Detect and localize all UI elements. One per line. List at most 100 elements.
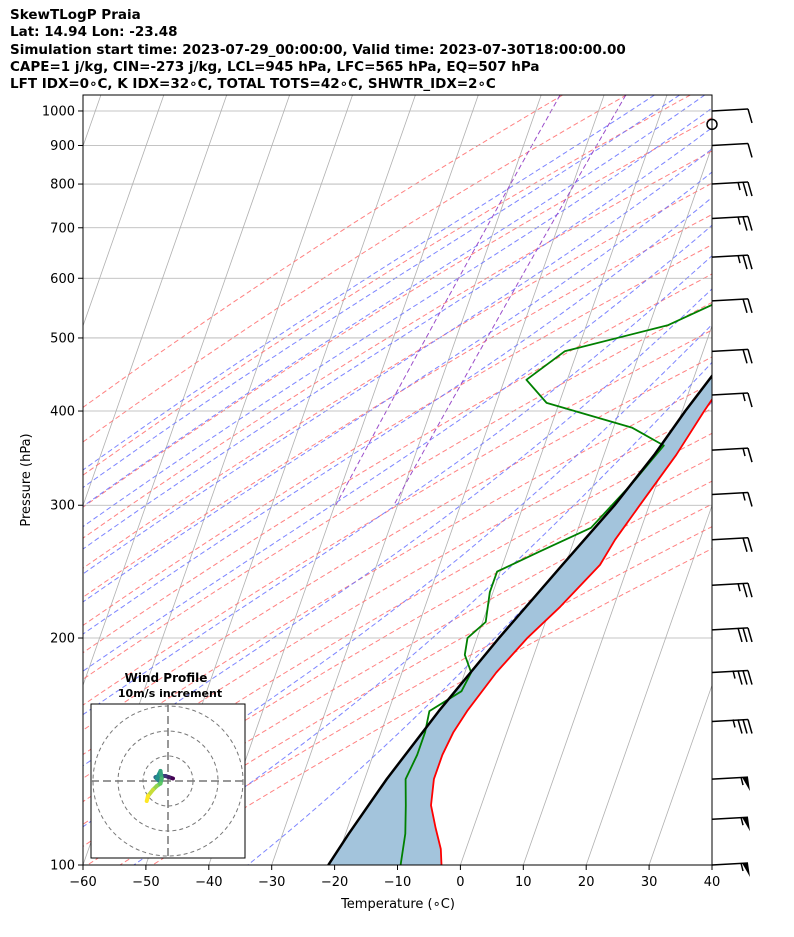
moist-adiabat-line	[83, 224, 712, 672]
profile-lines	[327, 303, 712, 865]
moist-adiabat-line	[83, 107, 712, 528]
barb-flag	[747, 492, 753, 507]
barb-flag	[742, 298, 748, 314]
y-tick-label: 600	[50, 272, 75, 287]
dewpoint-profile	[399, 303, 712, 865]
barb-staff	[711, 816, 749, 820]
x-axis: −60 −50 −40 −30 −20 −10 0 10 20 30 40	[69, 865, 720, 890]
barb-half-flag	[742, 492, 746, 501]
dry-adiabat-line	[83, 95, 691, 476]
wind-barb	[711, 447, 753, 463]
indices-line-2: LFT IDX=0∘C, K IDX=32∘C, TOTAL TOTS=42∘C…	[10, 76, 496, 93]
barb-flag	[747, 298, 753, 314]
x-tick-label: −10	[384, 875, 411, 890]
barb-flag	[742, 719, 748, 734]
x-tick-label: 10	[515, 875, 532, 890]
barb-staff	[711, 862, 749, 866]
wind-barb	[711, 627, 753, 643]
barb-flag	[747, 216, 753, 231]
dry-adiabat-line	[83, 95, 563, 409]
barb-flag	[747, 181, 753, 197]
wind-barb	[711, 669, 753, 685]
x-tick-label: −40	[195, 875, 222, 890]
isotherm-line	[83, 95, 102, 148]
moist-adiabat-line	[83, 95, 655, 471]
isotherm-line	[334, 95, 605, 865]
time-label: Simulation start time: 2023-07-29_00:00:…	[10, 41, 626, 58]
barb-flag	[747, 349, 753, 364]
wind-barb	[711, 816, 750, 832]
barb-half-flag	[740, 862, 744, 872]
barb-staff	[711, 181, 749, 185]
dry-adiabat-line	[83, 182, 712, 569]
barb-half-flag	[737, 583, 741, 592]
x-tick-label: −30	[258, 875, 285, 890]
barb-half-flag	[742, 392, 746, 402]
background-lines	[83, 95, 712, 865]
barb-flag	[747, 108, 753, 124]
isotherm-line	[83, 95, 165, 328]
barb-staff	[711, 348, 749, 353]
barb-flag	[737, 627, 743, 643]
moist-adiabat-line	[83, 127, 712, 550]
barb-staff	[711, 108, 749, 112]
barb-flag	[747, 537, 753, 552]
barb-flag	[747, 583, 753, 598]
barb-half-flag	[742, 447, 746, 457]
dry-adiabat-line	[87, 503, 712, 865]
barb-flag	[742, 181, 748, 197]
dry-adiabat-line	[152, 548, 712, 865]
x-tick-label: 20	[578, 875, 595, 890]
indices-line-1: CAPE=1 j/kg, CIN=-273 j/kg, LCL=945 hPa,…	[10, 58, 540, 75]
barb-flag	[737, 670, 743, 685]
barb-staff	[711, 447, 749, 451]
dry-adiabat-line	[83, 457, 712, 825]
wind-barbs	[706, 108, 753, 877]
wind-barb	[711, 142, 753, 158]
wind-barb	[711, 215, 753, 231]
moist-adiabat-line	[83, 196, 712, 635]
barb-staff	[711, 142, 749, 147]
y-tick-label: 200	[50, 632, 75, 647]
barb-flag	[747, 447, 753, 463]
y-tick-label: 400	[50, 405, 75, 420]
barb-pennant	[742, 777, 750, 792]
wind-barb	[711, 254, 753, 270]
barb-half-flag	[737, 216, 741, 225]
parcel-profile	[327, 373, 712, 865]
barb-half-flag	[737, 254, 741, 264]
dry-adiabat-line	[83, 95, 627, 443]
hodograph: Wind Profile 10m/s increment	[90, 671, 246, 859]
barb-pennant	[742, 817, 750, 832]
x-tick-label: 30	[641, 875, 658, 890]
wind-barb	[711, 862, 750, 877]
barb-staff	[711, 215, 749, 220]
wind-barb	[711, 108, 753, 124]
barb-flag	[747, 627, 753, 643]
wind-barb	[711, 718, 753, 734]
barb-flag	[742, 583, 748, 598]
barb-flag	[747, 719, 753, 734]
barb-staff	[711, 536, 749, 541]
moist-adiabat-line	[83, 148, 712, 575]
barb-flag	[747, 670, 753, 685]
moist-adiabat-line	[83, 171, 712, 603]
isotherm-line	[648, 684, 712, 865]
dry-adiabat-line	[83, 301, 712, 680]
barb-flag	[742, 216, 748, 231]
y-tick-label: 900	[50, 139, 75, 154]
wind-barb	[711, 348, 753, 364]
chart-header: SkewTLogP Praia Lat: 14.94 Lon: -23.48 S…	[10, 7, 626, 93]
isotherm-line	[711, 863, 712, 865]
x-tick-label: 0	[456, 875, 464, 890]
isotherm-line	[208, 95, 479, 865]
wind-barb	[711, 582, 753, 598]
x-axis-label: Temperature (∘C)	[340, 897, 455, 912]
y-tick-label: 800	[50, 178, 75, 193]
temperature-profile	[430, 397, 712, 865]
y-tick-label: 300	[50, 499, 75, 514]
hodograph-plot	[91, 704, 245, 858]
hodograph-segment	[144, 794, 150, 803]
wind-barb	[711, 298, 753, 314]
